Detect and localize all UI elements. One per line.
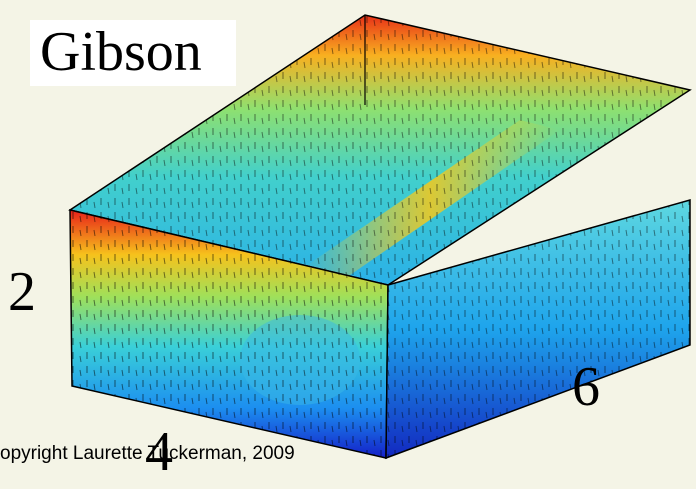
figure: Gibson 2 4 6 opyright Laurette Tuckerman… xyxy=(0,0,696,484)
title: Gibson xyxy=(40,21,202,83)
page: {"title": "Gibson", "dimensions": {"heig… xyxy=(0,0,696,484)
dimension-label: 2 xyxy=(8,261,36,323)
dimension-label: 6 xyxy=(572,356,600,418)
copyright: opyright Laurette Tuckerman, 2009 xyxy=(0,443,295,464)
